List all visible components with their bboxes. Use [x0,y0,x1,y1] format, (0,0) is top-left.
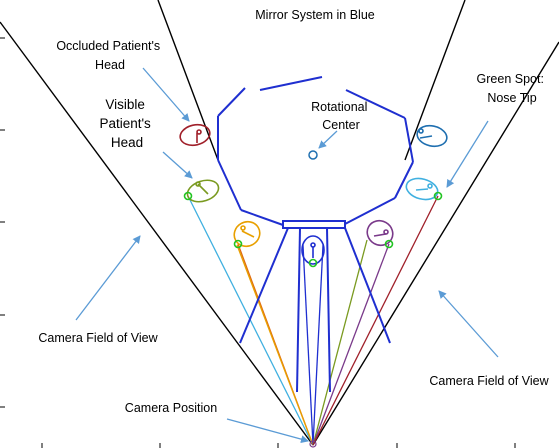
label-occluded-head: Occluded Patient's Head [56,39,163,72]
arrow-camera-position [226,418,309,444]
arrow-rotational-center [318,130,338,149]
camera-rays [187,195,439,446]
axis-ticks [0,37,516,448]
nose-tip-center [308,258,318,268]
nose-tip-markers [183,191,443,268]
label-rotational-center: Rotational Center [311,100,371,132]
patient-head-occluded-left [179,123,211,147]
patient-head-visible-left [186,179,220,203]
diagram-title: Mirror System in Blue [255,8,375,22]
label-camera-position: Camera Position [125,401,217,415]
nose-tip-bottom-right [384,239,394,249]
patient-head-center [301,235,325,265]
nose-tip-right [433,191,443,201]
arrow-green-spot [446,120,489,188]
mirror-system [217,76,414,393]
nose-tip-bottom-left [233,239,243,249]
rotational-center-marker [308,150,318,160]
arrow-occluded-head [142,67,190,122]
annotation-arrows [75,67,499,444]
label-camera-fov-left: Camera Field of View [38,331,158,345]
label-visible-head: Visible Patient's Head [99,97,154,150]
arrow-camera-fov-left [75,235,141,321]
camera-position-marker [309,440,317,448]
nose-tip-left [183,191,193,201]
arrow-visible-head [162,151,193,179]
label-green-spot: Green Spot: Nose Tip [477,72,548,105]
arrow-camera-fov-right [438,290,499,358]
patient-head-bottom-right [366,219,394,247]
label-camera-fov-right: Camera Field of View [429,374,549,388]
patient-head-occluded-right [416,124,448,148]
